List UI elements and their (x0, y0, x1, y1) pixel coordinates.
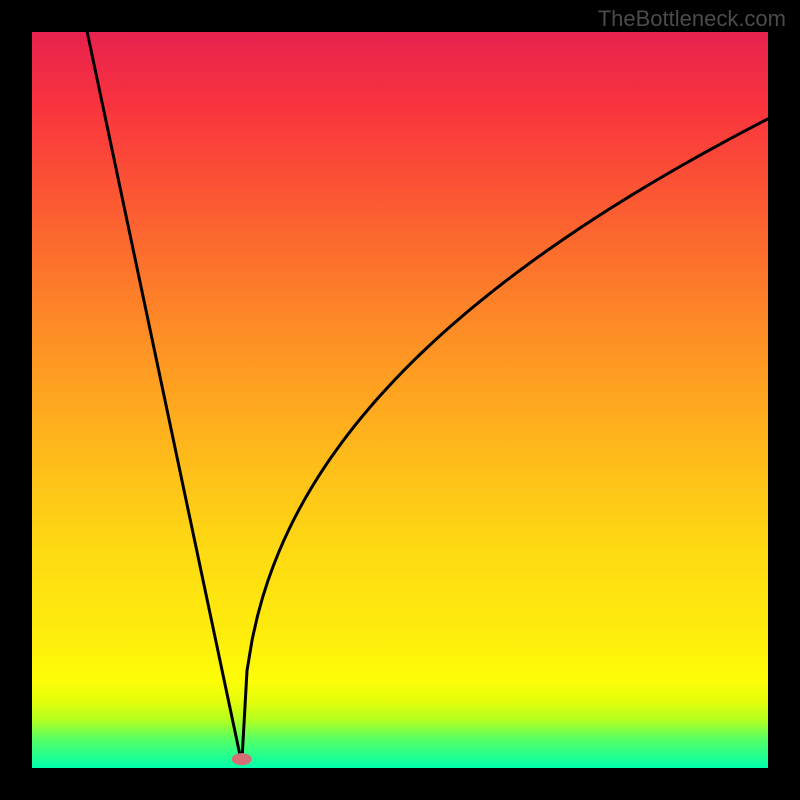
gradient-background (32, 32, 768, 768)
curve-nadir-marker (232, 753, 252, 765)
chart-container: TheBottleneck.com (0, 0, 800, 800)
chart-frame (30, 30, 770, 770)
attribution-text: TheBottleneck.com (598, 6, 786, 32)
chart-svg (32, 32, 768, 768)
